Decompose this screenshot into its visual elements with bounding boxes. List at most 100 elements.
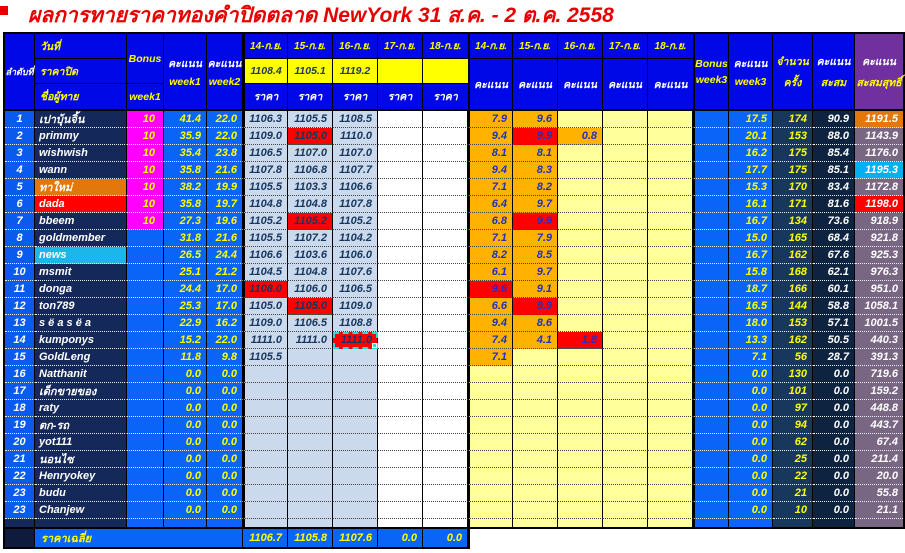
price-cell[interactable] xyxy=(423,298,468,315)
price-cell[interactable] xyxy=(378,111,423,128)
count-cell[interactable]: 162 xyxy=(773,247,813,264)
score-cell[interactable] xyxy=(603,145,648,162)
score-cell[interactable] xyxy=(648,315,693,332)
count-cell[interactable]: 175 xyxy=(773,162,813,179)
price-cell[interactable] xyxy=(288,349,333,366)
empty-cell[interactable] xyxy=(813,519,855,527)
score-cell[interactable] xyxy=(468,502,513,519)
price-cell[interactable] xyxy=(288,434,333,451)
price-cell[interactable]: 1104.8 xyxy=(288,264,333,281)
score-cell[interactable] xyxy=(513,451,558,468)
price-cell[interactable]: 1105.2 xyxy=(288,213,333,230)
score-cell[interactable] xyxy=(603,315,648,332)
score-week1-cell[interactable]: 35.4 xyxy=(164,145,207,162)
score-cell[interactable]: 7.1 xyxy=(468,230,513,247)
score-cell[interactable]: 9.6 xyxy=(468,281,513,298)
score-cell[interactable] xyxy=(558,417,603,434)
price-cell[interactable] xyxy=(243,451,288,468)
count-cell[interactable]: 171 xyxy=(773,196,813,213)
net-score-cell[interactable]: 719.6 xyxy=(855,366,903,383)
bonus-week1-cell[interactable]: 10 xyxy=(127,162,164,179)
bonus-week1-cell[interactable] xyxy=(127,400,164,417)
row-number[interactable]: 5 xyxy=(5,179,35,196)
average-price-value[interactable]: 1105.8 xyxy=(288,529,333,547)
bonus-week1-cell[interactable]: 10 xyxy=(127,128,164,145)
bonus-week3-cell[interactable] xyxy=(693,349,729,366)
price-cell[interactable] xyxy=(378,230,423,247)
score-week3-cell[interactable]: 0.0 xyxy=(729,383,773,400)
bonus-week1-cell[interactable] xyxy=(127,349,164,366)
score-cell[interactable]: 8.1 xyxy=(513,145,558,162)
score-week3-cell[interactable]: 0.0 xyxy=(729,485,773,502)
price-cell[interactable]: 1106.3 xyxy=(243,111,288,128)
bonus-week1-cell[interactable]: 10 xyxy=(127,111,164,128)
score-cell[interactable]: 9.6 xyxy=(513,111,558,128)
bonus-week1-cell[interactable] xyxy=(127,247,164,264)
row-number[interactable]: 19 xyxy=(5,417,35,434)
score-week2-cell[interactable]: 21.6 xyxy=(207,230,243,247)
bonus-week3-cell[interactable] xyxy=(693,179,729,196)
net-score-cell[interactable]: 211.4 xyxy=(855,451,903,468)
player-name[interactable]: เด็กขายของ xyxy=(35,383,127,400)
net-score-cell[interactable]: 55.8 xyxy=(855,485,903,502)
cumulative-score-cell[interactable]: 0.0 xyxy=(813,400,855,417)
score-week2-cell[interactable]: 19.6 xyxy=(207,213,243,230)
empty-cell[interactable] xyxy=(423,519,468,527)
score-cell[interactable] xyxy=(558,434,603,451)
price-cell[interactable] xyxy=(423,434,468,451)
price-cell[interactable] xyxy=(288,485,333,502)
price-cell[interactable] xyxy=(288,366,333,383)
price-cell[interactable] xyxy=(423,145,468,162)
score-week2-cell[interactable]: 0.0 xyxy=(207,366,243,383)
price-cell[interactable]: 1106.5 xyxy=(333,281,378,298)
price-cell[interactable] xyxy=(378,366,423,383)
player-name[interactable]: bbeem xyxy=(35,213,127,230)
score-week3-cell[interactable]: 0.0 xyxy=(729,366,773,383)
count-cell[interactable]: 166 xyxy=(773,281,813,298)
empty-cell[interactable] xyxy=(5,519,35,527)
cumulative-score-cell[interactable]: 0.0 xyxy=(813,485,855,502)
score-cell[interactable] xyxy=(648,281,693,298)
cumulative-score-cell[interactable]: 85.1 xyxy=(813,162,855,179)
count-cell[interactable]: 134 xyxy=(773,213,813,230)
count-cell[interactable]: 25 xyxy=(773,451,813,468)
price-cell[interactable] xyxy=(423,383,468,400)
score-cell[interactable]: 7.1 xyxy=(468,179,513,196)
bonus-week3-cell[interactable] xyxy=(693,111,729,128)
bonus-week1-cell[interactable] xyxy=(127,264,164,281)
score-week1-cell[interactable]: 35.8 xyxy=(164,162,207,179)
empty-cell[interactable] xyxy=(127,519,164,527)
score-week1-cell[interactable]: 0.0 xyxy=(164,366,207,383)
score-cell[interactable] xyxy=(513,434,558,451)
score-cell[interactable] xyxy=(558,468,603,485)
score-week3-cell[interactable]: 0.0 xyxy=(729,400,773,417)
cumulative-score-cell[interactable]: 58.8 xyxy=(813,298,855,315)
close-price-cell[interactable] xyxy=(423,59,468,84)
score-week3-cell[interactable]: 7.1 xyxy=(729,349,773,366)
average-price-value[interactable]: 0.0 xyxy=(378,529,423,547)
score-cell[interactable] xyxy=(513,383,558,400)
price-cell[interactable]: 1107.0 xyxy=(288,145,333,162)
score-week1-cell[interactable]: 35.8 xyxy=(164,196,207,213)
net-score-cell[interactable]: 1176.0 xyxy=(855,145,903,162)
score-cell[interactable] xyxy=(648,468,693,485)
row-number[interactable]: 8 xyxy=(5,230,35,247)
count-cell[interactable]: 170 xyxy=(773,179,813,196)
price-cell[interactable] xyxy=(288,468,333,485)
bonus-week3-cell[interactable] xyxy=(693,332,729,349)
price-cell[interactable] xyxy=(423,349,468,366)
net-score-cell[interactable]: 21.1 xyxy=(855,502,903,519)
score-week1-cell[interactable]: 0.0 xyxy=(164,485,207,502)
score-week2-cell[interactable]: 19.7 xyxy=(207,196,243,213)
empty-cell[interactable] xyxy=(773,519,813,527)
score-week3-cell[interactable]: 0.0 xyxy=(729,434,773,451)
score-week1-cell[interactable]: 0.0 xyxy=(164,383,207,400)
row-number[interactable]: 17 xyxy=(5,383,35,400)
row-number[interactable]: 23 xyxy=(5,502,35,519)
price-cell[interactable] xyxy=(378,196,423,213)
score-cell[interactable] xyxy=(603,366,648,383)
row-number[interactable]: 14 xyxy=(5,332,35,349)
cumulative-score-cell[interactable]: 28.7 xyxy=(813,349,855,366)
count-cell[interactable]: 130 xyxy=(773,366,813,383)
score-week3-cell[interactable]: 0.0 xyxy=(729,502,773,519)
